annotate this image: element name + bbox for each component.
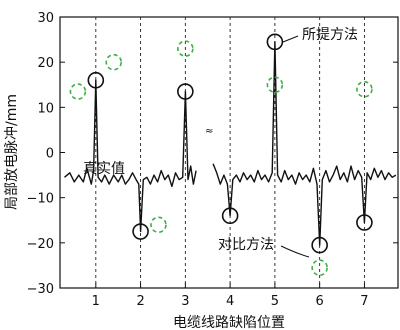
marker-layer <box>69 33 373 276</box>
annotation-comparison: 对比方法 <box>218 237 274 253</box>
axis-break-mark: ≈ <box>205 126 213 137</box>
proposed-point-5 <box>266 33 284 51</box>
annotation-proposed: 所提方法 <box>302 27 358 43</box>
x-tick-label-5: 5 <box>271 294 279 309</box>
proposed-point-4 <box>221 207 239 225</box>
signal-line-segment-1 <box>64 79 197 233</box>
x-tick-label-4: 4 <box>226 294 234 309</box>
y-tick-label-30: 30 <box>37 11 54 26</box>
annotation-comparison-leader <box>280 245 310 258</box>
comparison-point-5 <box>266 76 284 94</box>
proposed-point-6 <box>311 236 328 254</box>
annotation-true-value: 真实值 <box>83 161 125 177</box>
comparison-point-1 <box>69 83 87 100</box>
annotation-layer: 真实值 所提方法 对比方法 ≈ <box>83 27 358 258</box>
comparison-point-3 <box>150 216 167 234</box>
comparison-point-6 <box>311 259 328 276</box>
x-tick-label-6: 6 <box>316 294 324 309</box>
y-tick-label-10: 10 <box>37 101 54 116</box>
y-axis-label: 局部放电脉冲/mm <box>4 94 20 210</box>
y-tick-label--20: −20 <box>27 237 54 252</box>
proposed-point-1 <box>87 71 105 89</box>
annotation-proposed-leader <box>282 35 299 43</box>
proposed-point-2 <box>132 223 149 240</box>
y-tick-label--30: −30 <box>27 282 54 297</box>
y-tick-label--10: −10 <box>27 192 54 207</box>
signal-layer <box>64 41 397 246</box>
x-axis-label: 电缆线路缺陷位置 <box>173 315 285 330</box>
x-tick-label-7: 7 <box>360 294 368 309</box>
proposed-point-3 <box>177 83 194 100</box>
x-tick-label-2: 2 <box>136 294 144 309</box>
y-tick-label-20: 20 <box>37 56 54 71</box>
x-tick-label-1: 1 <box>92 294 100 309</box>
comparison-point-7 <box>356 80 373 98</box>
y-tick-label-0: 0 <box>46 147 54 162</box>
comparison-point-4 <box>177 40 194 57</box>
axis-layer: −30 −20 −10 0 10 20 30 1 2 3 4 5 6 7 <box>27 11 398 309</box>
x-tick-label-3: 3 <box>181 294 189 309</box>
comparison-point-2 <box>105 53 123 71</box>
signal-line-segment-2 <box>212 41 397 246</box>
proposed-point-7 <box>356 214 373 231</box>
